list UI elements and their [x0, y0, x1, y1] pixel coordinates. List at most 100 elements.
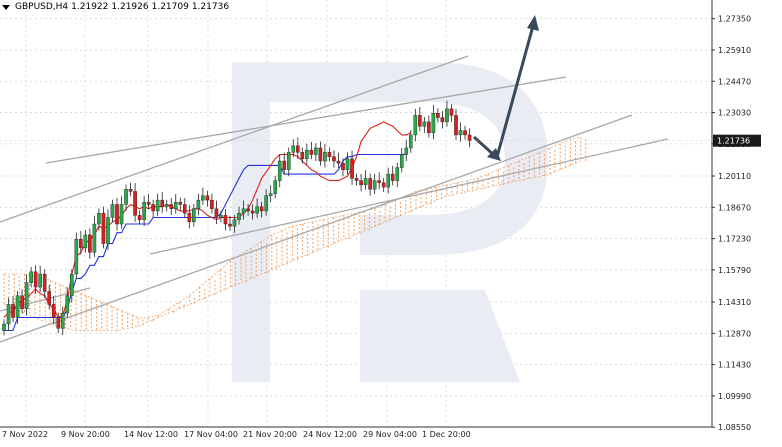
bear-candle — [309, 149, 314, 155]
trendline — [0, 114, 633, 343]
bear-candle — [42, 273, 47, 292]
bull-candle — [173, 202, 178, 210]
bull-candle — [286, 152, 291, 170]
bull-candle — [237, 212, 241, 220]
bear-candle — [467, 134, 472, 141]
bull-candle — [38, 273, 42, 288]
bear-candle — [115, 204, 119, 225]
bear-candle — [390, 173, 395, 181]
bull-candle — [255, 206, 259, 214]
bear-candle — [368, 178, 372, 190]
bear-candle — [228, 223, 232, 227]
bull-candle — [69, 273, 74, 296]
y-tick-label: 1.08550 — [718, 423, 751, 432]
cloud-span-b — [3, 160, 581, 331]
y-tick-label: 1.27350 — [718, 15, 751, 24]
bull-candle — [164, 204, 169, 207]
bull-candle — [291, 145, 296, 153]
bear-candle — [377, 180, 381, 183]
bull-candle — [83, 234, 88, 249]
forecast-down-arrowhead — [487, 148, 501, 161]
y-tick-label: 1.17230 — [718, 235, 751, 244]
dropdown-triangle-icon[interactable] — [2, 4, 10, 10]
bear-candle — [178, 202, 183, 205]
ohlc-open: 1.21922 — [71, 2, 109, 12]
bear-candle — [341, 162, 345, 170]
bull-candle — [305, 149, 309, 160]
trendline — [45, 76, 567, 164]
bear-candle — [51, 304, 56, 318]
bear-candle — [160, 199, 165, 207]
x-tick-label: 1 Dec 20:00 — [422, 430, 471, 439]
bear-candle — [133, 191, 137, 216]
bull-candle — [60, 312, 65, 329]
bull-candle — [409, 134, 413, 149]
bear-candle — [187, 212, 192, 223]
bull-candle — [2, 323, 6, 331]
bull-candle — [268, 193, 273, 196]
bear-candle — [11, 304, 15, 318]
trendline — [0, 55, 469, 223]
bear-candle — [418, 115, 422, 127]
bull-candle — [277, 160, 282, 181]
y-tick-label: 1.23030 — [718, 109, 751, 118]
bear-candle — [128, 189, 133, 192]
y-tick-label: 1.12870 — [718, 329, 751, 338]
trendline — [149, 138, 669, 255]
ohlc-low: 1.21709 — [151, 2, 189, 12]
x-tick-label: 24 Nov 12:00 — [303, 430, 357, 439]
bear-candle — [214, 208, 219, 218]
bull-candle — [372, 180, 377, 190]
bear-candle — [151, 204, 155, 212]
bull-candle — [386, 173, 391, 188]
y-tick-label: 1.15790 — [718, 266, 751, 275]
cloud-span-a — [4, 136, 581, 318]
bull-candle — [219, 215, 223, 218]
bull-candle — [155, 199, 160, 212]
forecast-arrows — [472, 15, 539, 161]
bull-candle — [201, 195, 205, 201]
bull-candle — [345, 158, 350, 170]
trendlines — [0, 55, 669, 343]
bull-candle — [323, 152, 327, 162]
y-tick-label: 1.18670 — [718, 203, 751, 212]
x-tick-label: 21 Nov 20:00 — [243, 430, 297, 439]
bear-candle — [88, 234, 92, 253]
bear-candle — [101, 212, 106, 244]
bull-candle — [97, 212, 101, 225]
bull-candle — [314, 147, 318, 155]
bull-candle — [404, 147, 409, 155]
bear-candle — [332, 156, 336, 162]
bear-candle — [182, 204, 187, 214]
bear-candle — [210, 199, 214, 210]
bull-candle — [196, 199, 201, 210]
bull-candle — [124, 189, 128, 205]
x-tick-label: 17 Nov 04:00 — [184, 430, 238, 439]
bull-candle — [399, 154, 404, 168]
bull-candle — [6, 304, 11, 325]
ohlc-close: 1.21736 — [191, 2, 230, 12]
bear-candle — [427, 121, 431, 133]
bear-candle — [20, 295, 24, 309]
bull-candle — [24, 282, 29, 309]
bear-candle — [454, 115, 458, 136]
bear-candle — [259, 206, 264, 212]
bear-candle — [296, 145, 300, 153]
bear-candle — [327, 152, 332, 157]
bull-candle — [106, 217, 110, 244]
bear-candle — [79, 239, 83, 249]
bull-candle — [65, 295, 70, 314]
bull-candle — [29, 271, 33, 283]
watermark-logo — [232, 62, 548, 382]
bull-candle — [92, 223, 97, 253]
bear-candle — [336, 160, 341, 164]
bull-candle — [273, 180, 278, 194]
current-price-box — [713, 134, 761, 147]
chart-header: GBPUSD,H4 1.21922 1.21926 1.21709 1.2173… — [2, 2, 229, 12]
bear-candle — [318, 147, 323, 162]
y-tick-label: 1.09990 — [718, 392, 751, 401]
x-tick-label: 14 Nov 12:00 — [124, 430, 178, 439]
x-tick-label: 7 Nov 2022 — [2, 430, 48, 439]
